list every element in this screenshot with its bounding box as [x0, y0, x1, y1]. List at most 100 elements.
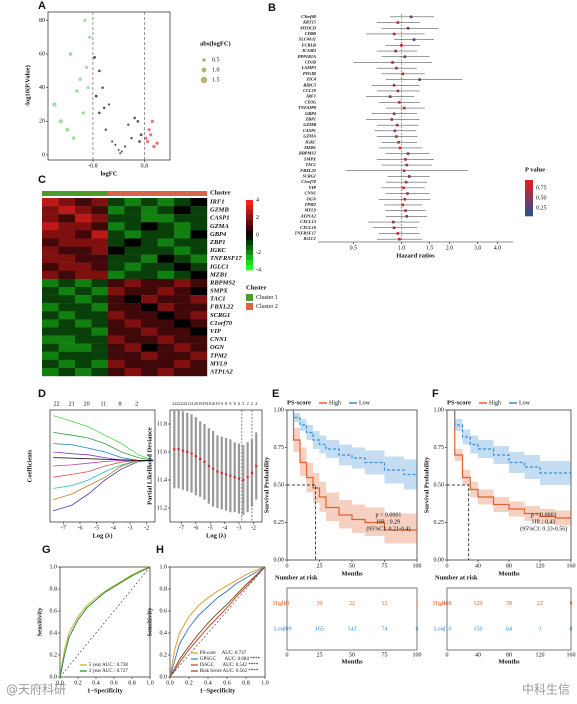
heat-cell [190, 311, 208, 320]
heat-cell [174, 367, 191, 377]
heat-cell [141, 319, 158, 328]
point [147, 128, 151, 132]
y-axis-label: -log10(P.Value) [24, 65, 31, 107]
heat-cell [190, 303, 208, 312]
legend-label: ISSGC AUC: 0.542 **** [200, 663, 259, 668]
heat-cell [124, 206, 142, 215]
x-tick-label: 40 [475, 563, 481, 569]
colorbar-step [525, 207, 533, 211]
top-tick-label: 2 [251, 401, 253, 406]
hr-point [412, 38, 416, 41]
point [138, 140, 141, 143]
heat-cell [42, 198, 59, 207]
hr-point [398, 146, 402, 150]
hr-point [398, 101, 401, 104]
colorbar-step [246, 265, 253, 271]
hr-point [408, 175, 411, 178]
risk-row-label: Low [274, 627, 286, 633]
heat-cell [174, 214, 191, 223]
gene-label: PPP1R1A [298, 54, 316, 59]
x-tick-label: 2.0 [446, 245, 454, 251]
y-tick-label: 0.0 [50, 674, 58, 680]
top-tick-label: 2 [135, 401, 138, 407]
deviance-point [246, 476, 249, 479]
heat-cell [174, 206, 191, 215]
risk-count: 0 [570, 601, 573, 607]
gene-label: ZIC4 [305, 77, 316, 82]
deviance-point [211, 467, 215, 470]
top-tick-label: 5 [242, 401, 244, 406]
heat-cell [108, 270, 125, 280]
colorbar-step [246, 245, 253, 251]
hr-point [402, 106, 406, 110]
heat-cell [124, 238, 142, 247]
point [144, 136, 148, 140]
gene-label: CXCL10 [300, 225, 317, 230]
legend-title: PS-score [447, 399, 471, 406]
legend-label: PS-core AUC: 0.737 [200, 651, 247, 656]
hr-point [401, 72, 405, 76]
heat-cell [157, 214, 175, 223]
top-tick-label: 6 [238, 401, 240, 406]
heat-cell [174, 343, 191, 352]
hr-point [396, 89, 400, 93]
stat-annotation: HR : 0.43 [532, 519, 556, 525]
point [84, 65, 89, 70]
legend-size [202, 58, 206, 62]
gene-label: FBXL22 [210, 304, 234, 311]
heat-cell [141, 254, 158, 263]
heat-cell [91, 262, 109, 272]
gene-label: IRF1 [305, 94, 316, 99]
heat-cell [141, 270, 158, 280]
gene-label: CNN1 [305, 191, 316, 196]
colorbar-label: 0 [256, 232, 259, 238]
survival-curve [447, 409, 571, 519]
heat-cell [42, 222, 59, 231]
hr-point [405, 163, 409, 167]
diagonal [169, 566, 266, 678]
risk-count: 210 [443, 627, 452, 633]
heat-cell [42, 327, 59, 336]
point [117, 148, 120, 151]
heat-cell [157, 287, 175, 296]
x-tick-label: 50 [349, 563, 355, 569]
risk-count: 408 [443, 601, 452, 607]
gene-label: CYorf68 [301, 14, 317, 19]
gene-label: KRT15 [302, 20, 317, 25]
gene-label: IGKC [304, 139, 316, 144]
x-tick-label: 25 [317, 563, 323, 569]
colorbar-label: 0.50 [536, 195, 547, 201]
x-tick-label: -6 [193, 525, 198, 531]
coefficient-path [53, 432, 154, 461]
deviance-point [250, 471, 254, 475]
panel-label: E [272, 388, 279, 400]
heat-cell [108, 343, 125, 352]
heat-cell [108, 287, 125, 296]
heat-cell [42, 278, 59, 288]
plot-frame [59, 566, 151, 678]
x-axis-label: Months [498, 658, 520, 665]
legend-label: GPSGC AUC: 0.684 **** [200, 657, 261, 662]
risk-count: 22 [349, 601, 355, 607]
heat-cell [190, 327, 208, 336]
gene-label: CNN1 [210, 336, 227, 343]
legend-label: Low [519, 400, 531, 406]
gene-label: FBXL22 [300, 168, 317, 173]
y-tick-label: 11.2 [157, 505, 167, 511]
x-tick-label: 0.6 [223, 680, 231, 686]
top-tick-label: 20 [84, 401, 90, 407]
risk-count: 143 [348, 627, 357, 633]
hr-point [401, 203, 405, 207]
risk-count: 59 [506, 601, 512, 607]
point [111, 140, 114, 143]
heat-cell [157, 238, 175, 247]
heat-cell [91, 327, 109, 336]
heat-cell [42, 246, 59, 255]
y-tick-label: 11.8 [157, 421, 167, 427]
risk-count: 165 [315, 627, 324, 633]
point [75, 89, 79, 93]
point [83, 18, 87, 23]
heat-cell [58, 238, 76, 247]
survival-curve [447, 409, 571, 474]
gene-label: TAC1 [306, 162, 317, 167]
